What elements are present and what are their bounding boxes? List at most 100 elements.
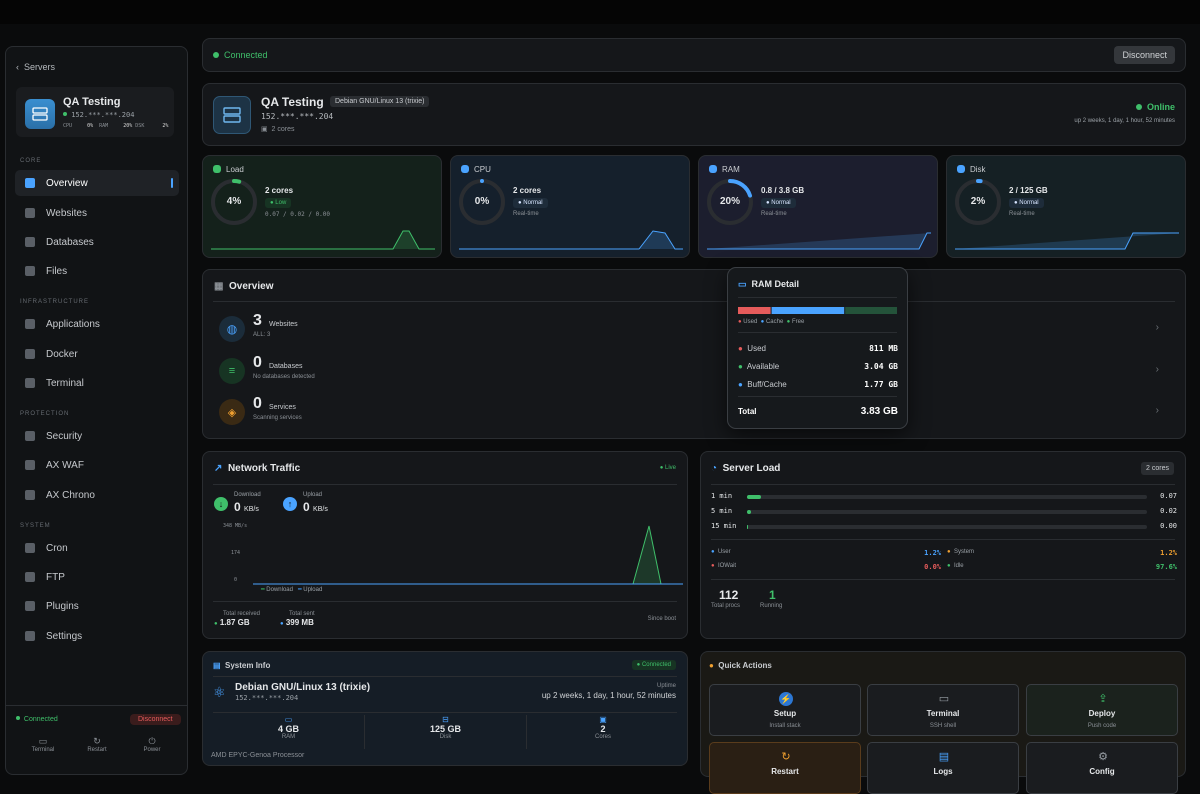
memory-icon: ▭ <box>738 279 747 289</box>
ram-used-row: ● Used 811 MB <box>738 344 898 353</box>
metric-load[interactable]: Load 4% 2 cores ● Low 0.07 / 0.02 / 0.00 <box>202 155 442 258</box>
metric-title: Disk <box>970 165 986 174</box>
disk-icon <box>957 165 965 173</box>
sidebar-item-files[interactable]: Files <box>15 258 179 284</box>
disk-sparkline <box>955 232 1179 250</box>
metric-status: ● Normal <box>761 198 796 208</box>
globe-icon: ◍ <box>219 316 245 342</box>
download-icon: ↓ <box>214 497 228 511</box>
sidebar-item-overview[interactable]: Overview <box>15 170 179 196</box>
config-button[interactable]: ⚙ Config <box>1026 742 1178 794</box>
terminal-action-button[interactable]: ▭ Terminal SSH shell <box>867 684 1019 736</box>
cpu-model: AMD EPYC-Genoa Processor <box>211 752 305 759</box>
restart-icon: ↻ <box>781 751 791 763</box>
sidebar-status: Connected <box>16 716 58 723</box>
ftp-icon <box>25 572 35 582</box>
layers-icon: ◈ <box>219 399 245 425</box>
system-info-title: ▤ System Info <box>213 661 271 670</box>
ring-fill <box>459 179 505 225</box>
sidebar <box>5 46 188 775</box>
gear-icon: ⚙ <box>1098 751 1108 763</box>
sidebar-item-settings[interactable]: Settings <box>15 623 179 649</box>
server-ip: 152.***.***.204 <box>261 112 334 121</box>
metric-sub: 0.07 / 0.02 / 0.00 <box>265 211 331 218</box>
plugin-icon <box>25 601 35 611</box>
server-header: QA Testing Debian GNU/Linux 13 (trixie) … <box>202 83 1186 146</box>
overview-panel: ▦ Overview ◍ 3 Websites ALL: 3 › ≡ 0 Databases… <box>202 269 1186 439</box>
ram-ring <box>707 179 753 225</box>
sidebar-item-cron[interactable]: Cron <box>15 535 179 561</box>
power-button[interactable]: ⏻ Power <box>137 736 167 753</box>
sidebar-disconnect-button[interactable]: Disconnect <box>130 714 181 725</box>
chevron-right-icon: › <box>1155 322 1159 333</box>
metric-percent: 0% <box>474 196 490 207</box>
grid-icon <box>25 178 35 188</box>
sidebar-item-ftp[interactable]: FTP <box>15 564 179 590</box>
sent-value: ● 399 MB <box>280 618 314 627</box>
cpu-idle: ● Idle 97.6% <box>947 563 1177 571</box>
system-info-panel: ▤ System Info ● Connected ⚛ Debian GNU/L… <box>202 651 688 766</box>
received-value: ● 1.87 GB <box>214 618 250 627</box>
bolt-icon: ⚡ <box>779 692 793 706</box>
server-summary-card[interactable]: QA Testing 152.***.***.204 CPU 0% RAM 20… <box>16 87 174 137</box>
network-chart <box>253 525 683 585</box>
load-row-1min: 1 min 0.07 <box>711 492 1177 500</box>
sidebar-item-ax-chrono[interactable]: AX Chrono <box>15 482 179 508</box>
connection-bar: Connected Disconnect <box>202 38 1186 72</box>
running-value: 1 <box>769 588 776 602</box>
metric-value: 0.8 / 3.8 GB <box>761 186 805 195</box>
metric-ram[interactable]: RAM 20% 0.8 / 3.8 GB ● Normal Real-time <box>698 155 938 258</box>
sidebar-item-applications[interactable]: Applications <box>15 311 179 337</box>
overview-row-websites[interactable]: ◍ 3 Websites ALL: 3 › <box>219 312 1159 346</box>
deploy-button[interactable]: ⇪ Deploy Push code <box>1026 684 1178 736</box>
total-procs-label: Total procs <box>711 603 741 609</box>
terminal-button[interactable]: ▭ Terminal <box>28 736 58 753</box>
server-title: QA Testing <box>261 95 324 109</box>
disconnect-button[interactable]: Disconnect <box>1114 46 1175 64</box>
metric-percent: 20% <box>719 196 740 207</box>
disk-icon: ⊟ <box>442 715 449 724</box>
sidebar-item-docker[interactable]: Docker <box>15 341 179 367</box>
ring-fill <box>955 179 1001 225</box>
document-icon: ▤ <box>938 751 950 763</box>
metric-cpu[interactable]: CPU 0% 2 cores ● Normal Real-time <box>450 155 690 258</box>
sidebar-item-websites[interactable]: Websites <box>15 200 179 226</box>
metric-sub: Real-time <box>513 211 539 217</box>
overview-row-services[interactable]: ◈ 0 Services Scanning services › <box>219 395 1159 429</box>
sidebar-item-plugins[interactable]: Plugins <box>15 593 179 619</box>
server-ip: 152.***.***.204 <box>63 111 134 119</box>
sidebar-item-security[interactable]: Security <box>15 423 179 449</box>
uptime: up 2 weeks, 1 day, 1 hour, 52 minutes <box>1074 118 1175 124</box>
globe-icon <box>25 208 35 218</box>
overview-title: ▦ Overview <box>214 281 274 292</box>
metric-disk[interactable]: Disk 2% 2 / 125 GB ● Normal Real-time <box>946 155 1186 258</box>
popup-title: ▭ RAM Detail <box>738 279 800 289</box>
uptime-value: up 2 weeks, 1 day, 1 hour, 52 minutes <box>541 691 676 700</box>
setup-button[interactable]: ⚡ Setup Install stack <box>709 684 861 736</box>
metric-title: RAM <box>722 165 740 174</box>
sidebar-item-terminal[interactable]: Terminal <box>15 370 179 396</box>
restart-button[interactable]: ↻ Restart <box>82 736 112 753</box>
terminal-icon: ▭ <box>938 693 950 705</box>
quick-actions-title: ● Quick Actions <box>709 661 772 670</box>
ram-bar-segment <box>738 307 771 314</box>
cron-icon <box>25 543 35 553</box>
metric-status: ● Normal <box>513 198 548 208</box>
chevron-right-icon: › <box>1155 364 1159 375</box>
disk-ring <box>955 179 1001 225</box>
metric-status: ● Normal <box>1009 198 1044 208</box>
upload-file-icon: ⇪ <box>1098 693 1108 705</box>
restart-action-button[interactable]: ↻ Restart <box>709 742 861 794</box>
cores-badge: 2 cores <box>1141 462 1174 475</box>
cpu-ring <box>459 179 505 225</box>
disk-spec: ⊟ 125 GB Disk <box>365 715 527 749</box>
server-icon <box>25 99 55 129</box>
sidebar-item-databases[interactable]: Databases <box>15 229 179 255</box>
metric-status: ● Low <box>265 198 292 208</box>
cpu-system: ● System 1.2% <box>947 549 1177 557</box>
sidebar-item-ax-waf[interactable]: AX WAF <box>15 452 179 478</box>
back-to-servers[interactable]: ‹ Servers <box>16 62 55 72</box>
overview-row-databases[interactable]: ≡ 0 Databases No databases detected › <box>219 354 1159 388</box>
metric-value: 2 / 125 GB <box>1009 186 1048 195</box>
logs-button[interactable]: ▤ Logs <box>867 742 1019 794</box>
